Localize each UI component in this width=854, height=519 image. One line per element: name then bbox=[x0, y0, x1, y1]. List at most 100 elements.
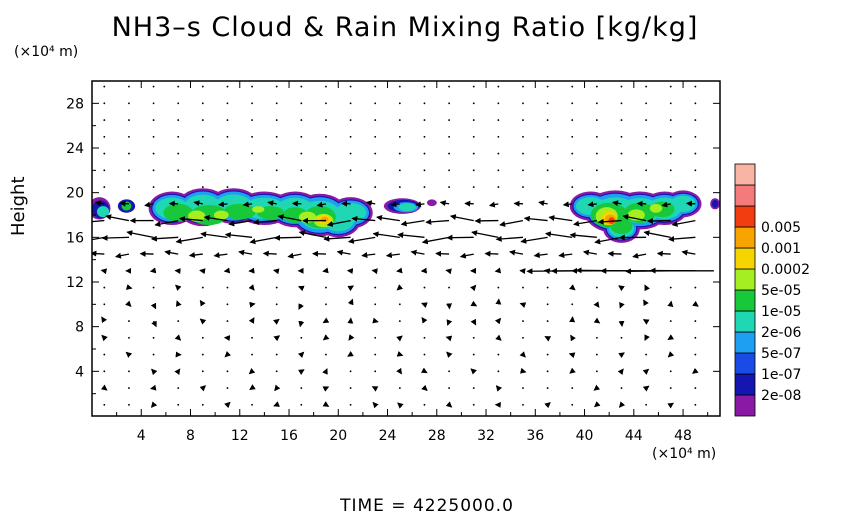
wind-vector bbox=[224, 401, 231, 409]
colorbar-label: 5e-05 bbox=[761, 283, 801, 299]
wind-vector bbox=[101, 234, 129, 241]
colorbar-swatch bbox=[734, 247, 756, 270]
wind-vector bbox=[669, 320, 672, 322]
wind-vector bbox=[398, 169, 401, 172]
wind-vector bbox=[201, 403, 204, 406]
wind-vector bbox=[128, 387, 130, 389]
wind-vector bbox=[519, 367, 527, 374]
wind-vector bbox=[669, 135, 672, 138]
wind-vector bbox=[152, 353, 155, 356]
wind-vector bbox=[669, 370, 672, 373]
wind-vector bbox=[571, 186, 574, 188]
colorbar-swatch bbox=[734, 205, 756, 228]
wind-vector bbox=[472, 152, 475, 155]
wind-vector bbox=[669, 286, 672, 289]
wind-vector bbox=[177, 102, 180, 105]
wind-vector bbox=[150, 401, 158, 408]
wind-vector bbox=[374, 102, 377, 105]
colorbar-label: 2e-08 bbox=[761, 388, 801, 404]
wind-vector bbox=[620, 169, 623, 172]
wind-vector bbox=[300, 387, 303, 389]
wind-vector bbox=[101, 316, 108, 324]
wind-vector bbox=[548, 215, 573, 222]
wind-vector bbox=[103, 119, 106, 121]
wind-vector bbox=[642, 368, 650, 375]
wind-vector bbox=[251, 102, 253, 105]
wind-vector bbox=[226, 320, 229, 322]
wind-vector bbox=[448, 387, 450, 389]
wind-vector bbox=[692, 300, 699, 307]
wind-vector bbox=[103, 303, 106, 306]
wind-vector bbox=[150, 235, 179, 242]
wind-vector bbox=[488, 201, 499, 208]
colorbar-swatch bbox=[734, 394, 756, 417]
wind-vector bbox=[251, 186, 253, 188]
colorbar-label: 0.0002 bbox=[761, 262, 810, 278]
wind-vector bbox=[199, 299, 206, 307]
cloud-cell bbox=[96, 206, 110, 218]
wind-vector bbox=[298, 230, 327, 238]
wind-vector bbox=[420, 367, 428, 374]
wind-vector bbox=[472, 169, 475, 172]
wind-vector bbox=[694, 336, 697, 339]
wind-vector bbox=[251, 336, 253, 339]
wind-vector bbox=[325, 303, 327, 306]
wind-vector bbox=[238, 249, 253, 256]
wind-vector bbox=[248, 317, 255, 324]
wind-vector bbox=[201, 370, 204, 373]
wind-vector bbox=[595, 152, 598, 155]
wind-vector bbox=[275, 303, 278, 306]
cloud-cell bbox=[398, 203, 416, 212]
wind-vector bbox=[497, 152, 500, 155]
wind-vector bbox=[595, 135, 598, 138]
wind-vector bbox=[449, 214, 474, 222]
wind-vector bbox=[398, 152, 401, 155]
colorbar-swatch bbox=[734, 184, 756, 207]
wind-vector bbox=[582, 249, 597, 256]
wind-vector bbox=[398, 320, 401, 322]
wind-vector bbox=[645, 186, 648, 188]
wind-vector bbox=[398, 119, 401, 121]
wind-vector bbox=[546, 286, 549, 289]
wind-vector bbox=[571, 169, 574, 172]
wind-vector bbox=[228, 219, 253, 227]
wind-vector bbox=[128, 186, 130, 188]
cloud-cell bbox=[188, 210, 206, 222]
wind-vector bbox=[593, 317, 601, 324]
wind-vector bbox=[595, 186, 598, 188]
wind-vector bbox=[669, 387, 672, 389]
wind-vector bbox=[694, 169, 697, 172]
wind-vector bbox=[201, 85, 204, 88]
wind-vector bbox=[522, 336, 524, 339]
wind-vector bbox=[669, 85, 672, 88]
wind-vector bbox=[397, 232, 425, 239]
wind-vector bbox=[470, 300, 478, 307]
wind-vector bbox=[177, 403, 180, 406]
wind-vector bbox=[200, 231, 228, 238]
colorbar-swatch bbox=[734, 268, 756, 291]
cloud-cell bbox=[426, 199, 437, 207]
wind-vector bbox=[643, 230, 671, 238]
wind-vector bbox=[326, 219, 351, 227]
wind-vector bbox=[495, 385, 503, 392]
wind-vector bbox=[519, 302, 527, 308]
wind-vector bbox=[125, 300, 132, 307]
wind-vector bbox=[175, 284, 182, 291]
wind-vector bbox=[661, 201, 671, 208]
wind-vector bbox=[445, 335, 453, 342]
wind-vector bbox=[201, 169, 204, 172]
wind-vector bbox=[423, 119, 426, 121]
wind-vector bbox=[595, 102, 598, 105]
wind-vector bbox=[105, 214, 130, 222]
wind-vector bbox=[470, 284, 477, 292]
wind-vector bbox=[128, 403, 130, 406]
wind-vector bbox=[300, 169, 303, 172]
wind-vector bbox=[544, 402, 551, 409]
wind-vector bbox=[152, 152, 155, 155]
wind-vector bbox=[459, 252, 474, 259]
wind-vector bbox=[694, 102, 697, 105]
wind-vector bbox=[298, 303, 304, 310]
wind-vector bbox=[152, 169, 155, 172]
wind-vector bbox=[275, 135, 278, 138]
wind-vector bbox=[152, 186, 155, 188]
